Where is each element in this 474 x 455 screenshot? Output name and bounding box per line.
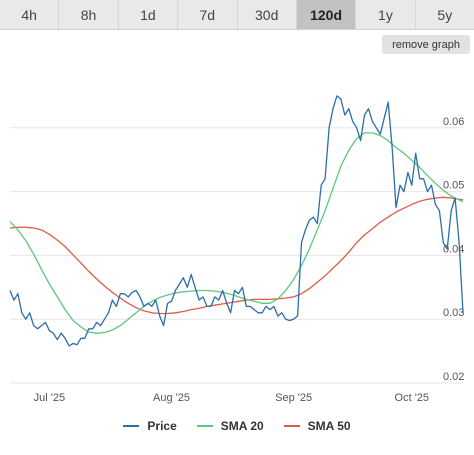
tab-7d[interactable]: 7d: [178, 0, 238, 29]
x-tick-label: Oct '25: [395, 392, 430, 404]
x-tick-label: Aug '25: [153, 392, 190, 404]
legend-item-sma50[interactable]: SMA 50: [283, 419, 351, 433]
legend-label-price: Price: [147, 419, 177, 433]
tab-5y[interactable]: 5y: [437, 6, 453, 23]
timeframe-tabs: 4h 8h 1d 7d 30d 120d 1y 5y: [0, 0, 474, 30]
legend-label-sma20: SMA 20: [220, 419, 264, 433]
legend-swatch-sma20: [196, 425, 213, 427]
tab-1d[interactable]: 1d: [119, 0, 179, 29]
y-axis-labels: 0.02 0.03 0.04 0.05 0.06: [443, 116, 464, 383]
legend-label-sma50: SMA 50: [307, 419, 351, 433]
series-line-sma-50: [9, 196, 464, 315]
price-chart[interactable]: 0.02 0.03 0.04 0.05 0.06 Jul '25 Aug '25 Sep '…: [0, 0, 474, 412]
x-tick-label: Sep '25: [275, 392, 312, 404]
chart-series: [9, 95, 464, 347]
x-axis-labels: Jul '25 Aug '25 Sep '25 Oct '25: [34, 392, 429, 404]
y-tick-label: 0.03: [443, 307, 464, 319]
tab-1y[interactable]: 1y: [356, 0, 416, 29]
tab-4h[interactable]: 4h: [0, 0, 60, 29]
series-line-price: [9, 95, 464, 347]
tab-120d[interactable]: 120d: [296, 0, 357, 29]
tab-8h[interactable]: 8h: [59, 0, 119, 29]
chart-grid: [10, 127, 463, 384]
chart-legend: Price SMA 20 SMA 50: [0, 419, 474, 433]
legend-item-price[interactable]: Price: [123, 419, 177, 433]
tab-30d[interactable]: 30d: [238, 0, 297, 29]
legend-item-sma20[interactable]: SMA 20: [196, 419, 264, 433]
legend-swatch-sma50: [283, 425, 300, 427]
y-tick-label: 0.05: [443, 180, 464, 192]
series-line-sma-20: [9, 132, 464, 334]
y-tick-label: 0.02: [443, 371, 464, 383]
x-tick-label: Jul '25: [34, 392, 65, 404]
y-tick-label: 0.04: [443, 243, 464, 255]
legend-swatch-price: [123, 425, 140, 427]
y-tick-label: 0.06: [443, 116, 464, 128]
remove-graph-button[interactable]: remove graph: [382, 35, 470, 54]
